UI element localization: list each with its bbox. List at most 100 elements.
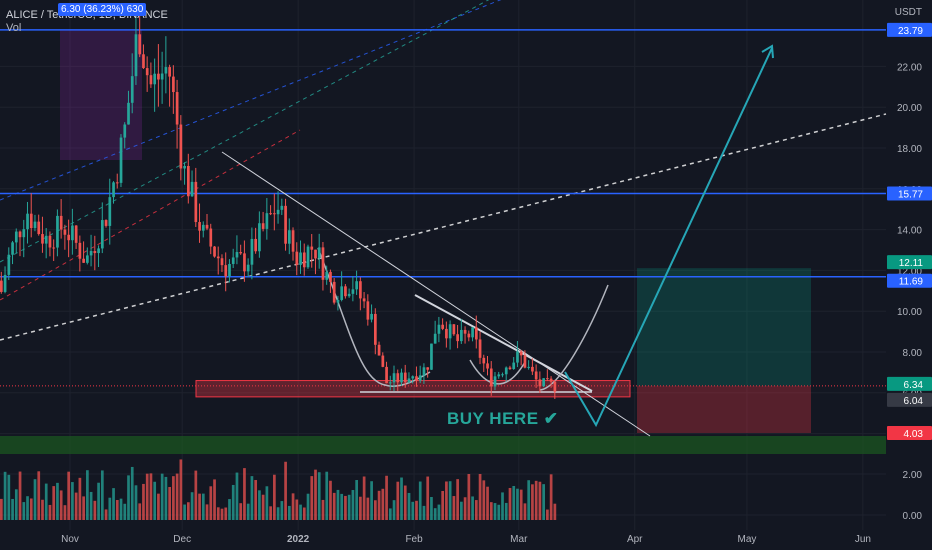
price-badge-label: 23.79 (898, 26, 923, 37)
volume-bar (175, 473, 179, 520)
volume-bar (213, 479, 216, 520)
candle-body (112, 182, 115, 198)
candle-body (198, 222, 201, 231)
volume-bar (276, 507, 280, 520)
candle-body (471, 327, 474, 338)
volume-bar (220, 508, 224, 520)
candle-body (456, 334, 459, 342)
volume-bar (142, 483, 145, 520)
volume-bar (553, 503, 557, 520)
volume-bar (63, 505, 67, 520)
volume-bar (67, 471, 71, 520)
volume-bar (310, 476, 314, 520)
volume-bar (549, 474, 553, 520)
candle-body (392, 373, 396, 383)
volume-bar (519, 489, 523, 520)
x-tick-label: Feb (405, 534, 423, 545)
volume-bar (183, 504, 186, 520)
volume-bar (546, 509, 549, 520)
candle-body (37, 221, 41, 235)
candle-body (130, 76, 134, 103)
candle-body (115, 182, 119, 184)
candle-body (3, 274, 7, 292)
buy-here-text: BUY HERE (447, 409, 539, 428)
candle-body (258, 223, 261, 252)
candle-body (295, 251, 299, 265)
projection-arrow (564, 47, 773, 428)
price-badge-label: 6.04 (904, 396, 924, 407)
candle-body (119, 137, 123, 183)
volume-bar (149, 473, 153, 520)
candle-body (336, 299, 340, 303)
volume-bar (531, 484, 534, 520)
price-badge-label: 12.11 (899, 258, 924, 269)
candle-body (501, 374, 504, 376)
y-tick-label: 22.00 (897, 62, 922, 73)
candle-body (287, 230, 291, 244)
candle-body (201, 224, 205, 231)
volume-bar (254, 480, 258, 520)
candle-body (157, 73, 160, 80)
volume-bar (336, 489, 340, 520)
volume-bar (344, 495, 347, 520)
volume-bar (415, 500, 418, 520)
candle-body (231, 257, 235, 264)
candle-body (381, 355, 385, 367)
candle-body (310, 246, 314, 250)
volume-bar (231, 484, 235, 520)
checkmark-icon: ✔ (543, 409, 559, 428)
y-tick-label: 20.00 (897, 103, 922, 114)
candle-body (100, 220, 104, 249)
candle-body (347, 293, 351, 297)
candle-body (504, 367, 508, 375)
volume-bar (265, 486, 269, 520)
candle-body (497, 374, 501, 377)
volume-bar (243, 468, 246, 520)
candle-body (26, 213, 29, 230)
price-badge (887, 255, 932, 270)
candle-body (71, 225, 74, 241)
candle-body (534, 371, 538, 380)
candle-body (317, 247, 321, 259)
candle-body (22, 229, 26, 238)
volume-bar (478, 473, 482, 520)
candle-body (400, 372, 403, 383)
volume-bar (366, 497, 370, 520)
price-badge-label: 4.03 (904, 429, 924, 440)
volume-bar (153, 481, 157, 520)
candle-body (385, 366, 388, 384)
volume-bar (448, 481, 452, 520)
volume-bar (7, 474, 11, 520)
volume-bar (228, 499, 231, 520)
candle-body (478, 339, 482, 358)
stop-box (637, 385, 811, 433)
volume-bar (157, 493, 160, 520)
candle-body (153, 73, 157, 85)
candle-body (546, 378, 549, 380)
candle-body (523, 355, 527, 368)
volume-bar (164, 476, 168, 520)
volume-bar (37, 471, 41, 520)
candle-body (48, 235, 52, 248)
candle-body (433, 333, 437, 344)
measure-box (60, 30, 142, 160)
candle-body (190, 181, 194, 197)
x-tick-label: Dec (173, 534, 191, 545)
candle-body (299, 252, 302, 265)
candle-body (422, 367, 426, 376)
measure-tag: 6.30 (36.23%) 630 (58, 3, 147, 16)
candle-body (209, 228, 213, 247)
x-tick-label: Apr (627, 534, 643, 545)
candle-body (291, 230, 295, 252)
volume-label: Vol (6, 22, 22, 34)
candle-body (302, 252, 306, 268)
candle-body (366, 301, 370, 320)
volume-bar (26, 496, 29, 520)
x-tick-label: Mar (510, 534, 528, 545)
volume-bar (418, 481, 422, 520)
candle-body (82, 258, 85, 263)
volume-bar (542, 484, 545, 520)
y-tick-label: 14.00 (897, 226, 922, 237)
